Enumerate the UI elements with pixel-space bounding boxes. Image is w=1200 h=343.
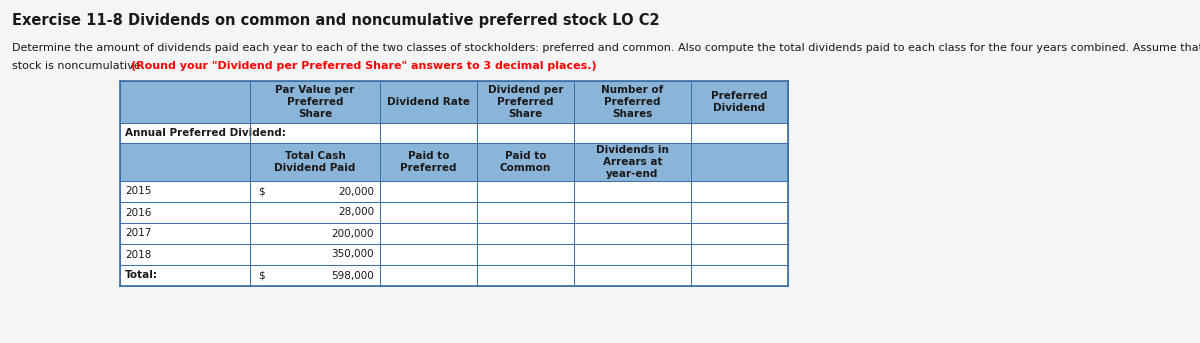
Text: Par Value per
Preferred
Share: Par Value per Preferred Share [275,85,355,119]
Bar [476,81,574,123]
Bar [380,202,478,223]
Text: 2018: 2018 [125,249,151,260]
Bar [574,244,691,265]
Text: 2017: 2017 [125,228,151,238]
Bar [691,202,788,223]
Bar [691,265,788,286]
Bar [120,202,250,223]
Text: 2015: 2015 [125,187,151,197]
Bar [476,265,574,286]
Bar [380,143,478,181]
Text: stock is noncumulative.: stock is noncumulative. [12,61,148,71]
Bar [476,223,574,244]
Bar [250,244,380,265]
Text: Paid to
Preferred: Paid to Preferred [401,151,457,173]
Bar [691,181,788,202]
Text: 2016: 2016 [125,208,151,217]
Bar [574,223,691,244]
Text: $: $ [258,271,265,281]
Bar [120,123,250,143]
Bar [250,265,380,286]
Bar [574,181,691,202]
Bar [476,202,574,223]
Text: 20,000: 20,000 [338,187,374,197]
Bar [250,223,380,244]
Text: Dividends in
Arrears at
year-end: Dividends in Arrears at year-end [596,145,668,179]
Bar [476,244,574,265]
Bar [574,123,691,143]
Bar [120,244,250,265]
Bar [476,123,574,143]
Bar [120,223,250,244]
Text: Total:: Total: [125,271,158,281]
Bar [476,143,574,181]
Bar [380,81,478,123]
Text: Exercise 11-8 Dividends on common and noncumulative preferred stock LO C2: Exercise 11-8 Dividends on common and no… [12,13,660,28]
Text: 200,000: 200,000 [331,228,374,238]
Text: Annual Preferred Dividend:: Annual Preferred Dividend: [125,128,286,138]
Text: 28,000: 28,000 [338,208,374,217]
Bar [120,181,250,202]
Bar [380,223,478,244]
Bar [574,202,691,223]
Bar [250,181,380,202]
Bar [691,143,788,181]
Bar [250,202,380,223]
Text: 598,000: 598,000 [331,271,374,281]
Text: Number of
Preferred
Shares: Number of Preferred Shares [601,85,664,119]
Text: $: $ [258,187,265,197]
Text: (Round your "Dividend per Preferred Share" answers to 3 decimal places.): (Round your "Dividend per Preferred Shar… [131,61,596,71]
Bar [250,81,380,123]
Text: 350,000: 350,000 [331,249,374,260]
Text: Dividend Rate: Dividend Rate [386,97,470,107]
Text: Dividend per
Preferred
Share: Dividend per Preferred Share [487,85,563,119]
Bar [691,81,788,123]
Bar [380,244,478,265]
Text: Paid to
Common: Paid to Common [500,151,551,173]
Bar [380,265,478,286]
Bar [574,143,691,181]
Bar [120,265,250,286]
Bar [380,181,478,202]
Bar [250,143,380,181]
Text: Preferred
Dividend: Preferred Dividend [712,91,768,113]
Bar [574,265,691,286]
Bar [120,143,250,181]
Bar [250,123,380,143]
Bar [574,81,691,123]
Bar [380,123,478,143]
Text: Determine the amount of dividends paid each year to each of the two classes of s: Determine the amount of dividends paid e… [12,43,1200,53]
Bar [691,244,788,265]
Bar [691,223,788,244]
Bar [476,181,574,202]
Text: Total Cash
Dividend Paid: Total Cash Dividend Paid [275,151,355,173]
Bar [120,81,250,123]
Bar [691,123,788,143]
